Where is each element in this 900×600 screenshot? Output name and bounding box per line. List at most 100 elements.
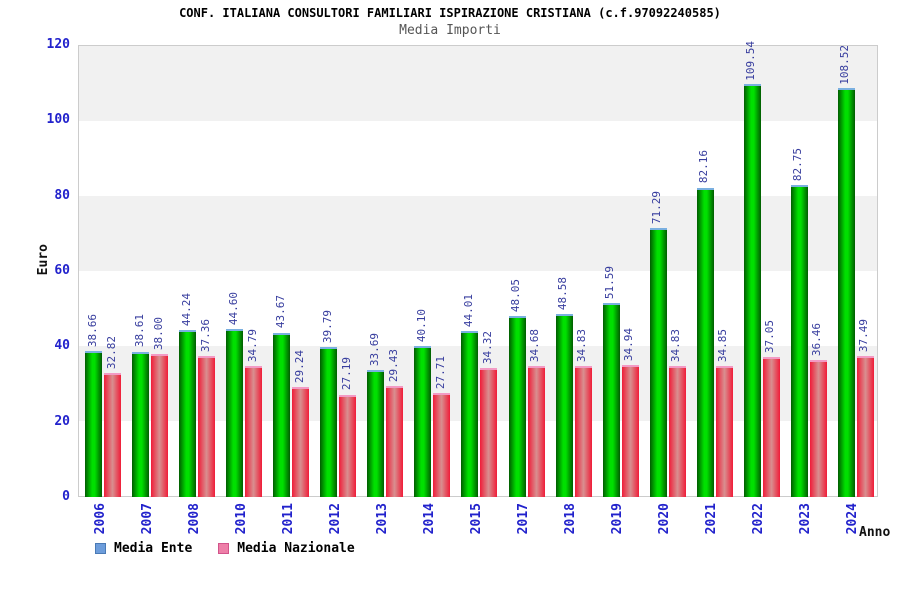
bar-media-ente — [273, 332, 291, 497]
x-axis-tick-year: 2019 — [610, 503, 626, 535]
value-label: 32.82 — [104, 336, 118, 370]
value-label: 34.83 — [669, 328, 683, 362]
bar-media-ente — [555, 314, 573, 497]
y-axis-tick: 20 — [54, 413, 70, 429]
value-label: 34.79 — [245, 328, 259, 362]
bar-media-ente — [508, 316, 526, 497]
value-label: 37.36 — [198, 319, 212, 353]
value-label: 44.01 — [461, 294, 475, 328]
value-label: 43.67 — [273, 295, 287, 329]
legend: Media Ente Media Nazionale — [95, 541, 355, 556]
bar-media-nazionale — [292, 386, 310, 497]
x-axis-title: Anno — [859, 525, 891, 540]
y-axis-tick: 120 — [46, 37, 70, 52]
legend-item-media-ente: Media Ente — [95, 541, 192, 556]
bar-media-nazionale — [574, 365, 592, 497]
x-axis-tick-year: 2021 — [704, 503, 720, 535]
bar-media-ente — [743, 84, 761, 497]
value-label: 44.24 — [179, 293, 193, 327]
bar-media-ente — [837, 88, 855, 497]
bar-media-ente — [602, 302, 620, 497]
y-axis-tick: 40 — [54, 338, 70, 354]
value-label: 40.10 — [414, 308, 428, 342]
value-label: 48.05 — [509, 278, 523, 313]
value-label: 34.32 — [480, 330, 494, 364]
x-axis-tick-year: 2017 — [516, 503, 532, 535]
x-axis-tick-year: 2015 — [469, 503, 484, 535]
bar-media-ente — [414, 345, 432, 497]
value-label: 109.54 — [744, 40, 758, 81]
bar-media-ente — [367, 370, 385, 497]
bar-media-nazionale — [339, 394, 357, 497]
bar-media-ente — [85, 351, 102, 497]
bar-media-ente — [179, 330, 197, 497]
y-axis-tick: 80 — [54, 187, 70, 203]
legend-item-media-nazionale: Media Nazionale — [218, 541, 355, 556]
value-label: 37.05 — [763, 320, 777, 354]
bar-media-nazionale — [856, 355, 874, 497]
chart-title: CONF. ITALIANA CONSULTORI FAMILIARI ISPI… — [179, 6, 721, 20]
x-axis-tick-year: 2023 — [798, 503, 814, 535]
bar-media-nazionale — [433, 392, 451, 497]
bar-media-nazionale — [245, 365, 263, 497]
chart-subtitle: Media Importi — [399, 23, 501, 38]
value-label: 34.85 — [716, 328, 730, 362]
bar-media-nazionale — [198, 356, 216, 497]
bar-media-nazionale — [151, 353, 169, 497]
x-axis-tick-year: 2018 — [563, 503, 579, 535]
bar-media-nazionale — [762, 357, 780, 497]
x-axis-tick-year: 2006 — [92, 503, 108, 535]
bar-media-ente — [649, 228, 667, 497]
bar-media-nazionale — [104, 373, 121, 497]
x-axis-tick-year: 2007 — [139, 503, 155, 535]
value-label: 37.49 — [857, 318, 871, 352]
value-label: 38.61 — [132, 314, 146, 348]
value-label: 34.94 — [622, 328, 636, 362]
y-axis-tick: 0 — [62, 489, 70, 504]
x-axis-tick-year: 2020 — [657, 503, 673, 535]
value-label: 27.71 — [433, 355, 447, 389]
x-axis-tick-year: 2024 — [845, 503, 861, 535]
value-label: 44.60 — [226, 291, 240, 326]
bar-media-ente — [320, 347, 338, 497]
legend-label-media-nazionale: Media Nazionale — [237, 541, 355, 556]
bar-media-ente — [226, 329, 244, 497]
value-label: 36.46 — [810, 322, 824, 356]
value-label: 39.79 — [320, 310, 334, 344]
value-label: 48.58 — [556, 276, 570, 311]
bar-media-ente — [461, 331, 479, 497]
bar-media-nazionale — [809, 359, 827, 497]
x-axis-tick-year: 2013 — [374, 503, 390, 535]
value-label: 34.83 — [575, 328, 589, 362]
bar-media-nazionale — [715, 365, 733, 497]
bar-media-ente — [790, 185, 808, 497]
value-label: 108.52 — [838, 44, 852, 85]
value-label: 82.16 — [697, 150, 711, 184]
legend-swatch-media-nazionale-icon — [218, 543, 230, 554]
bar-media-nazionale — [480, 367, 498, 497]
y-axis-tick: 100 — [46, 112, 70, 128]
value-label: 38.66 — [85, 314, 99, 348]
value-label: 82.75 — [791, 148, 805, 182]
value-label: 51.59 — [603, 265, 617, 299]
x-axis-tick-year: 2010 — [233, 503, 249, 535]
value-label: 29.24 — [292, 349, 306, 383]
x-axis-tick-year: 2014 — [421, 503, 437, 535]
legend-swatch-media-ente-icon — [95, 543, 106, 554]
value-label: 34.68 — [528, 329, 542, 363]
x-axis-tick-year: 2022 — [751, 503, 767, 535]
bar-media-ente — [696, 187, 714, 497]
bar-media-ente — [132, 351, 150, 497]
bar-media-nazionale — [621, 365, 639, 497]
x-axis-tick-year: 2011 — [280, 503, 296, 535]
x-axis-tick-year: 2008 — [186, 503, 202, 535]
bar-media-nazionale — [386, 386, 404, 497]
bar-media-nazionale — [527, 366, 545, 497]
bar-media-nazionale — [668, 365, 686, 497]
value-label: 27.19 — [339, 357, 353, 391]
value-label: 71.29 — [650, 191, 664, 225]
x-axis-tick-year: 2012 — [327, 503, 343, 535]
y-axis-tick: 60 — [54, 263, 70, 278]
value-label: 38.00 — [151, 316, 165, 350]
